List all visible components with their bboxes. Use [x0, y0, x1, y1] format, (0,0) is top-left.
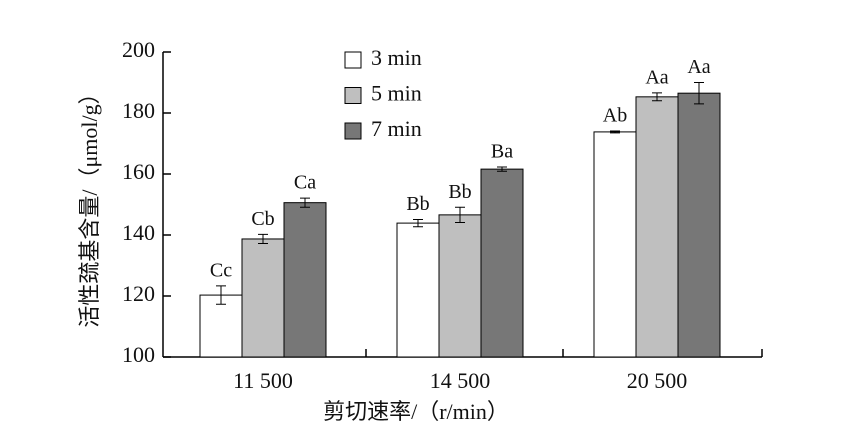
bar: [480, 168, 524, 358]
legend-swatch: [344, 51, 362, 69]
y-tick-label: 140: [122, 220, 155, 245]
significance-label: Aa: [645, 66, 668, 88]
significance-label: Cc: [210, 260, 232, 282]
error-bar: [216, 285, 226, 305]
legend-swatch: [344, 122, 362, 140]
y-axis-label: 活性巯基含量/（μmol/g）: [77, 82, 102, 327]
bar: [396, 222, 440, 358]
bar: [677, 92, 721, 358]
legend-swatch: [344, 87, 362, 104]
y-tick-label: 200: [122, 37, 155, 62]
significance-label: Cb: [251, 208, 274, 230]
x-tick-label: 20 500: [627, 368, 688, 393]
legend-label: 7 min: [371, 116, 422, 141]
x-tick-label: 11 500: [233, 368, 293, 393]
significance-label: Ab: [603, 105, 627, 127]
bar: [199, 294, 243, 358]
error-bar: [300, 197, 310, 208]
bar: [283, 202, 327, 358]
y-tick-label: 180: [122, 98, 155, 123]
error-bar: [413, 218, 423, 228]
bar: [241, 238, 285, 358]
significance-label: Aa: [687, 56, 710, 78]
error-bar: [497, 166, 507, 172]
error-bar: [455, 206, 465, 223]
y-tick-label: 100: [122, 342, 155, 367]
error-bar: [610, 130, 620, 134]
y-tick-label: 160: [122, 159, 155, 184]
significance-label: Ca: [294, 172, 316, 194]
error-bar: [652, 92, 662, 102]
legend-label: 3 min: [371, 45, 422, 70]
bar: [635, 96, 679, 358]
bar: [593, 131, 637, 358]
significance-label: Bb: [406, 193, 429, 215]
error-bar: [694, 82, 704, 105]
y-tick-label: 120: [122, 281, 155, 306]
legend-label: 5 min: [371, 81, 422, 106]
significance-label: Bb: [448, 181, 471, 203]
error-bar: [258, 233, 268, 245]
x-tick-label: 14 500: [430, 368, 491, 393]
bar: [438, 214, 482, 358]
significance-label: Ba: [491, 141, 513, 163]
x-axis-label: 剪切速率/（r/min）: [323, 399, 509, 424]
